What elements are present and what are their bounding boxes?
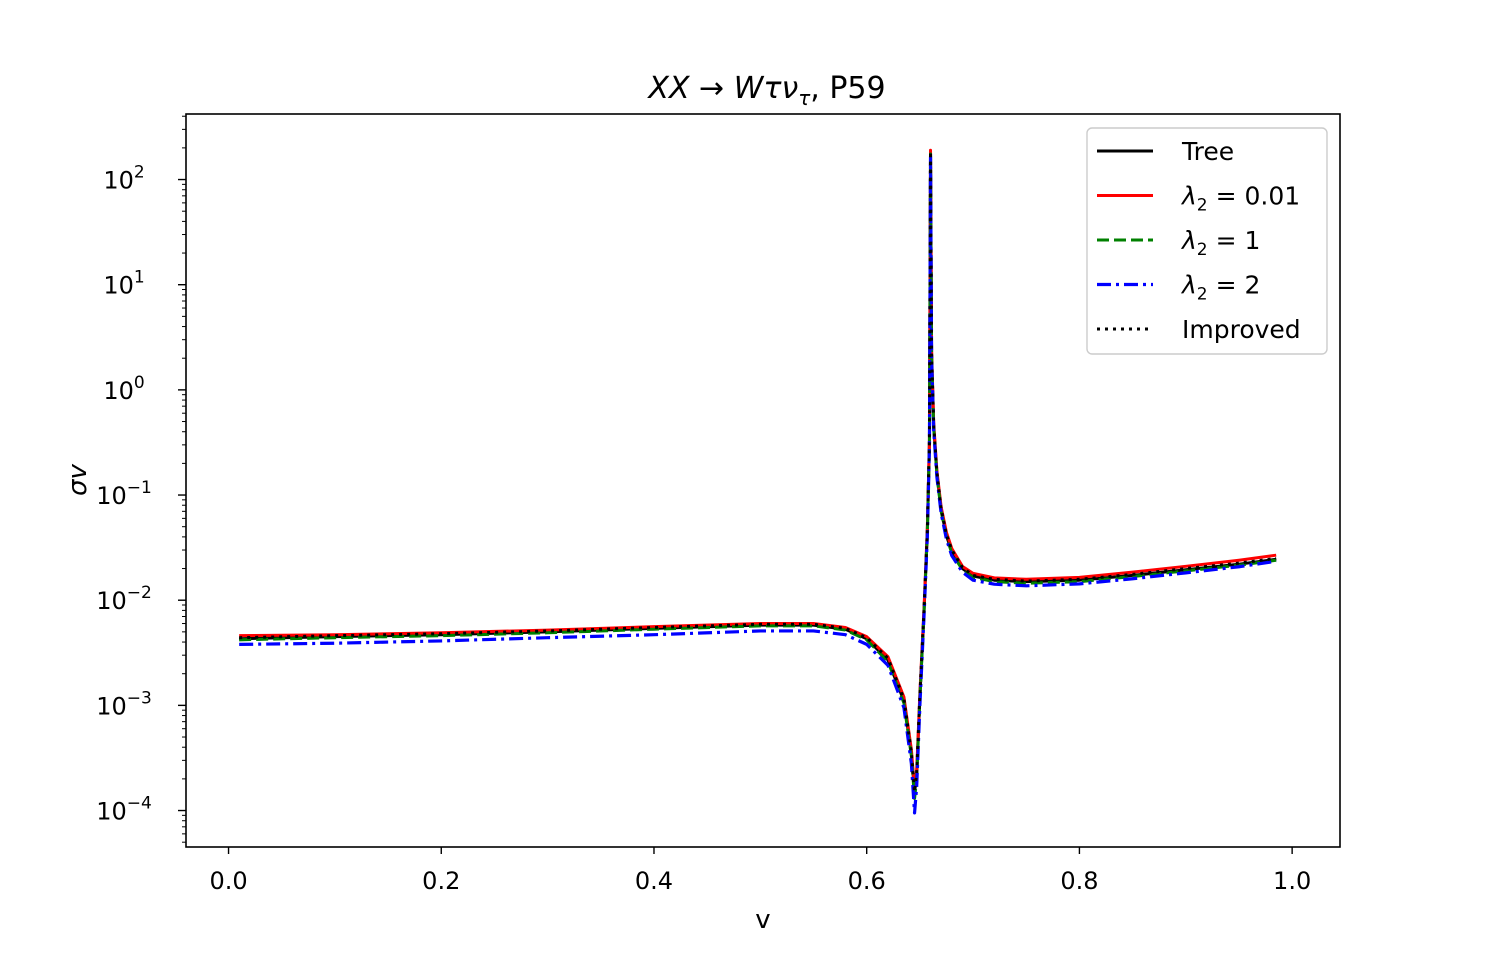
legend-label: λ2 = 2 bbox=[1180, 271, 1260, 305]
legend-label: λ2 = 1 bbox=[1180, 226, 1260, 260]
x-tick-label: 0.0 bbox=[209, 867, 247, 895]
y-tick-label: 10−1 bbox=[96, 478, 152, 510]
legend-entries: Tree λ2 = 0.01 λ2 = 1 λ2 = 2 Improved bbox=[1097, 137, 1301, 344]
y-tick-label: 10−2 bbox=[96, 583, 152, 615]
y-axis-label: σv bbox=[63, 463, 93, 495]
y-tick-label: 101 bbox=[103, 268, 144, 300]
legend-label: Tree bbox=[1181, 137, 1234, 166]
x-axis-label: v bbox=[755, 905, 770, 935]
y-tick-label: 100 bbox=[103, 373, 144, 405]
plot-frame bbox=[185, 113, 1341, 848]
legend-label: λ2 = 0.01 bbox=[1180, 182, 1300, 216]
legend-box bbox=[1086, 127, 1328, 355]
series-line bbox=[239, 155, 1277, 815]
y-tick-label: 102 bbox=[103, 163, 144, 195]
legend: Tree λ2 = 0.01 λ2 = 1 λ2 = 2 Improved bbox=[1086, 127, 1328, 355]
chart-title: XX → Wτντ, P59 bbox=[646, 71, 885, 110]
x-ticks: 0.0 0.2 0.4 0.6 0.8 1.0 bbox=[209, 847, 1311, 895]
legend-label: Improved bbox=[1182, 315, 1301, 344]
x-tick-label: 0.4 bbox=[635, 867, 673, 895]
x-tick-label: 1.0 bbox=[1273, 867, 1311, 895]
x-tick-label: 0.6 bbox=[848, 867, 886, 895]
series-layer bbox=[239, 148, 1277, 815]
x-tick-label: 0.2 bbox=[422, 867, 460, 895]
y-tick-label: 10−4 bbox=[96, 794, 152, 826]
y-ticks: 10−4 10−3 10−2 10−1 100 101 102 bbox=[96, 115, 186, 843]
y-tick-label: 10−3 bbox=[96, 688, 152, 720]
x-tick-label: 0.8 bbox=[1060, 867, 1098, 895]
